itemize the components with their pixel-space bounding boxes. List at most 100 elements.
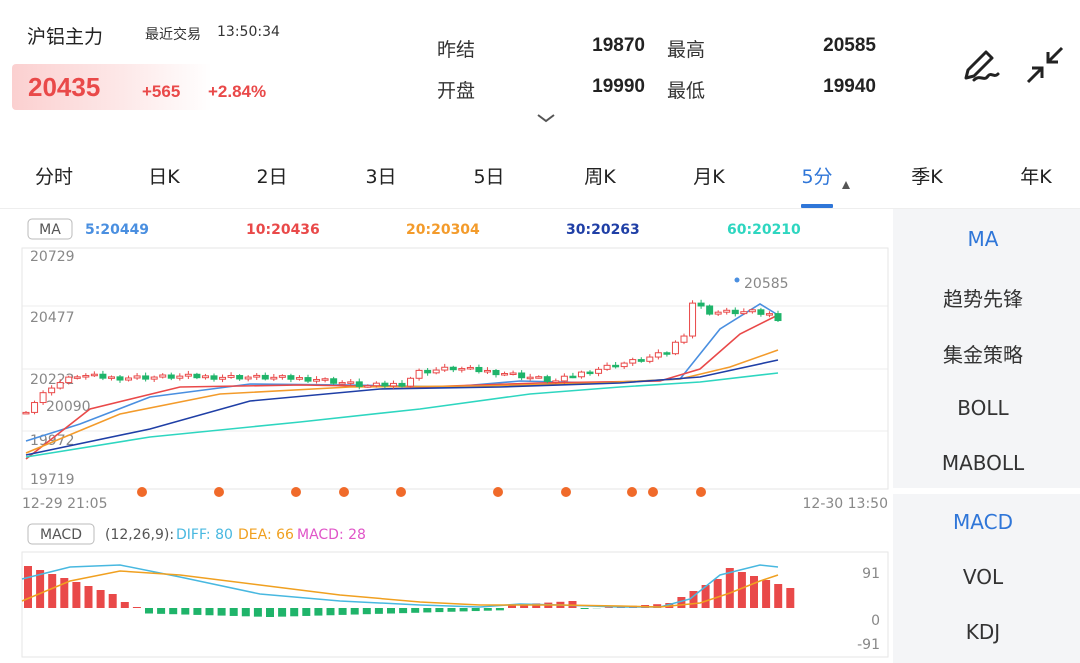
- macd-bar: [786, 588, 795, 608]
- candle-body: [219, 376, 227, 380]
- macd-bar: [459, 608, 468, 612]
- signal-dot: [627, 487, 637, 497]
- macd-legend: MACD (12,26,9): DIFF: 80 DEA: 66 MACD: 2…: [27, 523, 366, 545]
- indicator-boll[interactable]: BOLL: [957, 396, 1009, 420]
- macd-bar: [387, 608, 395, 614]
- macd-bar: [229, 608, 238, 616]
- candle-body: [646, 356, 654, 362]
- tab-5min[interactable]: 5分: [801, 166, 833, 188]
- tab-5day[interactable]: 5日: [473, 166, 505, 188]
- signal-dot: [291, 487, 301, 497]
- y-tick: 20090: [46, 399, 91, 415]
- macd-bar: [96, 590, 105, 608]
- candle-body: [449, 366, 457, 371]
- high-marker-label: 20585: [744, 276, 789, 292]
- signal-dot: [696, 487, 706, 497]
- macd-bar: [604, 607, 613, 608]
- candle-body: [304, 377, 312, 382]
- draw-pen-icon[interactable]: [958, 44, 1002, 88]
- candle-body: [227, 375, 235, 378]
- indicator-maboll[interactable]: MABOLL: [941, 451, 1025, 475]
- tab-weekly-k[interactable]: 周K: [584, 166, 616, 188]
- macd-badge-box[interactable]: [27, 523, 95, 545]
- tab-intraday[interactable]: 分时: [34, 166, 73, 188]
- candle-body: [210, 375, 218, 380]
- ma-badge-box[interactable]: [27, 218, 73, 240]
- indicator-trend-pioneer[interactable]: 趋势先锋: [943, 287, 1023, 311]
- candle-body: [73, 376, 81, 379]
- candle-body: [116, 376, 124, 381]
- dea-line: [21, 570, 779, 608]
- macd-bar: [677, 597, 686, 608]
- candle-body: [287, 375, 295, 380]
- tab-daily-k[interactable]: 日K: [148, 166, 180, 188]
- tab-3day[interactable]: 3日: [365, 166, 397, 188]
- macd-params: (12,26,9):: [105, 527, 174, 543]
- tab-yearly-k[interactable]: 年K: [1020, 166, 1052, 188]
- macd-bar: [84, 586, 93, 608]
- candle-body: [398, 382, 406, 387]
- shrink-arrows-icon[interactable]: [1024, 44, 1066, 86]
- ma10-value: 10:20436: [246, 222, 320, 238]
- contract-name: 沪铝主力: [27, 26, 104, 48]
- candle-body: [82, 375, 90, 378]
- indicator-vol[interactable]: VOL: [962, 565, 1004, 589]
- candle-body: [253, 374, 261, 378]
- macd-bar: [278, 608, 287, 617]
- macd-bar: [72, 582, 81, 608]
- macd-badge[interactable]: MACD: [40, 527, 82, 543]
- macd-bar: [290, 608, 299, 617]
- candle-body: [509, 372, 517, 375]
- candle-body: [424, 369, 432, 374]
- signal-dot: [137, 487, 147, 497]
- candle-body: [65, 376, 73, 384]
- last-price: 20435: [28, 72, 101, 102]
- kline-chart[interactable]: MA 5:20449 10:20436 20:20304 30:20263 60…: [0, 209, 893, 663]
- macd-bar: [653, 604, 662, 608]
- candle-body: [270, 376, 278, 380]
- macd-bar: [447, 608, 456, 612]
- macd-bar: [423, 608, 432, 613]
- indicator-ma[interactable]: MA: [967, 227, 999, 251]
- candle-body: [389, 382, 397, 387]
- period-tabs: 分时 日K 2日 3日 5日 周K 月K 5分 季K 年K: [0, 150, 1080, 198]
- candle-body: [612, 364, 620, 368]
- macd-tick: 0: [871, 613, 880, 629]
- indicator-jijin-strategy[interactable]: 集金策略: [943, 343, 1023, 367]
- macd-bar: [241, 608, 250, 617]
- macd-bar: [157, 608, 166, 614]
- tab-quarterly-k[interactable]: 季K: [911, 166, 943, 188]
- candle-body: [526, 376, 534, 380]
- candle-body: [176, 375, 184, 379]
- tab-2day[interactable]: 2日: [256, 166, 288, 188]
- ma60-value: 60:20210: [727, 222, 801, 238]
- candle-body: [458, 368, 466, 371]
- macd-bar: [145, 608, 153, 614]
- ma5-value: 5:20449: [85, 222, 149, 238]
- tab-monthly-k[interactable]: 月K: [693, 166, 725, 188]
- candles: [22, 299, 782, 415]
- candle-body: [56, 382, 64, 389]
- dropdown-triangle-icon[interactable]: [842, 181, 850, 189]
- price-frame: [21, 247, 889, 490]
- macd-bar: [471, 608, 480, 612]
- candle-body: [330, 378, 338, 384]
- candle-body: [765, 313, 773, 316]
- ma20-value: 20:20304: [406, 222, 480, 238]
- indicator-macd[interactable]: MACD: [953, 510, 1013, 534]
- macd-bar: [774, 584, 783, 608]
- open-label: 开盘: [437, 80, 476, 102]
- candle-body: [501, 373, 509, 376]
- chevron-down-icon[interactable]: [536, 113, 556, 125]
- ma60-line: [25, 372, 779, 458]
- y-tick: 20729: [30, 249, 75, 265]
- candle-body: [167, 374, 175, 379]
- candle-body: [133, 375, 141, 379]
- candle-body: [31, 402, 39, 413]
- high-label: 最高: [667, 39, 706, 61]
- ma-badge[interactable]: MA: [39, 222, 61, 238]
- macd-bar: [253, 608, 262, 617]
- candle-body: [774, 313, 782, 322]
- macd-bar: [435, 608, 444, 613]
- indicator-kdj[interactable]: KDJ: [965, 620, 1001, 644]
